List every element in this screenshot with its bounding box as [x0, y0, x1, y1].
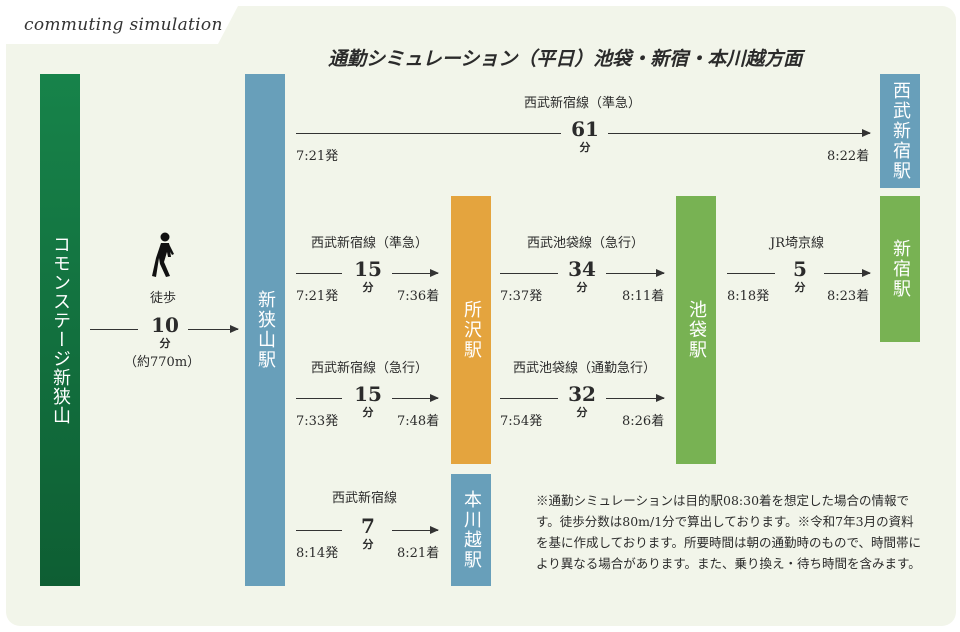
route-tokorozawa-1-line [296, 273, 342, 274]
route-tokorozawa-2-line [296, 398, 342, 399]
station-tokorozawa-label: 所沢駅 [461, 300, 482, 360]
route-ikebukuro-2-minutes: 32 [568, 382, 596, 406]
route-ikebukuro-2-unit: 分 [576, 406, 588, 419]
route-ikebukuro-2-line [500, 398, 558, 399]
route-ikebukuro-1-depart: 7:37発 [500, 289, 543, 304]
route-honkawagoe-line-name: 西武新宿線 [332, 491, 398, 506]
route-ikebukuro-2-arrive: 8:26着 [622, 414, 665, 429]
route-tokorozawa-2-unit: 分 [362, 406, 374, 419]
route-ikebukuro-1-minutes: 34 [568, 257, 596, 281]
route-tokorozawa-1-line-name: 西武新宿線（準急） [311, 236, 429, 251]
route-honkawagoe-depart: 8:14発 [296, 546, 339, 561]
route-honkawagoe-line [296, 530, 342, 531]
station-shinjuku-label: 新宿駅 [890, 239, 911, 299]
station-ikebukuro-label: 池袋駅 [686, 300, 707, 360]
station-seibushinjuku-label: 西武新宿駅 [890, 81, 911, 181]
route-shinjuku-line [727, 273, 775, 274]
route-shinjuku-unit: 分 [794, 281, 806, 294]
walk-minutes: 10 [151, 313, 179, 337]
route-honkawagoe-arrive: 8:21着 [397, 546, 440, 561]
route-tokorozawa-1-arrow [392, 269, 439, 277]
route-ikebukuro-1-line-name: 西武池袋線（急行） [527, 236, 645, 251]
footnote: ※通勤シミュレーションは目的駅08:30着を想定した場合の情報です。徒歩分数は8… [536, 493, 922, 571]
page-title: 通勤シミュレーション（平日）池袋・新宿・本川越方面 [328, 48, 803, 70]
station-tokorozawa: 所沢駅 [451, 196, 491, 464]
route-tokorozawa-2-arrive: 7:48着 [397, 414, 440, 429]
route-direct-arrow [608, 129, 871, 137]
route-ikebukuro-2-depart: 7:54発 [500, 414, 543, 429]
route-shinjuku-arrow [824, 269, 871, 277]
route-direct-line-name: 西武新宿線（準急） [524, 96, 642, 111]
walk-unit: 分 [159, 337, 171, 350]
home-label: コモンステージ新狭山 [50, 235, 71, 425]
station-honkawagoe-label: 本川越駅 [461, 490, 482, 570]
route-tokorozawa-1-minutes: 15 [354, 257, 382, 281]
route-honkawagoe-arrow [392, 526, 439, 534]
station-shinsayama-label: 新狭山駅 [255, 290, 276, 370]
station-seibushinjuku: 西武新宿駅 [880, 74, 920, 188]
walk-label: 徒歩 [150, 291, 177, 306]
route-shinjuku-arrive: 8:23着 [827, 289, 870, 304]
route-direct-minutes: 61 [571, 117, 599, 141]
station-honkawagoe: 本川越駅 [451, 474, 491, 586]
route-direct-depart: 7:21発 [296, 149, 339, 164]
station-shinjuku: 新宿駅 [880, 196, 920, 342]
walking-person-icon [152, 232, 174, 277]
route-tokorozawa-2-arrow [392, 394, 439, 402]
route-shinjuku-minutes: 5 [793, 257, 807, 281]
route-tokorozawa-2-minutes: 15 [354, 382, 382, 406]
section-tab-label: commuting simulation [24, 15, 223, 35]
walk-distance: （約770m） [124, 355, 201, 370]
walk-arrow [188, 325, 239, 333]
route-direct-line [296, 133, 561, 134]
route-honkawagoe-minutes: 7 [361, 514, 375, 538]
route-honkawagoe-unit: 分 [362, 538, 374, 551]
walk-line [90, 329, 138, 330]
station-ikebukuro: 池袋駅 [676, 196, 716, 464]
route-tokorozawa-1-arrive: 7:36着 [397, 289, 440, 304]
route-tokorozawa-1-depart: 7:21発 [296, 289, 339, 304]
route-ikebukuro-1-line [500, 273, 558, 274]
route-direct-arrive: 8:22着 [827, 149, 870, 164]
route-shinjuku-depart: 8:18発 [727, 289, 770, 304]
section-tab: commuting simulation [6, 6, 238, 44]
route-tokorozawa-2-depart: 7:33発 [296, 414, 339, 429]
route-tokorozawa-2-line-name: 西武新宿線（急行） [311, 361, 429, 376]
home-bar: コモンステージ新狭山 [40, 74, 80, 586]
route-shinjuku-line-name: JR埼京線 [770, 236, 824, 251]
route-ikebukuro-1-arrive: 8:11着 [622, 289, 665, 304]
route-ikebukuro-2-arrow [606, 394, 665, 402]
station-shinsayama: 新狭山駅 [245, 74, 285, 586]
route-tokorozawa-1-unit: 分 [362, 281, 374, 294]
route-ikebukuro-1-arrow [606, 269, 665, 277]
route-ikebukuro-2-line-name: 西武池袋線（通勤急行） [513, 361, 657, 376]
route-direct-unit: 分 [579, 141, 591, 154]
route-ikebukuro-1-unit: 分 [576, 281, 588, 294]
